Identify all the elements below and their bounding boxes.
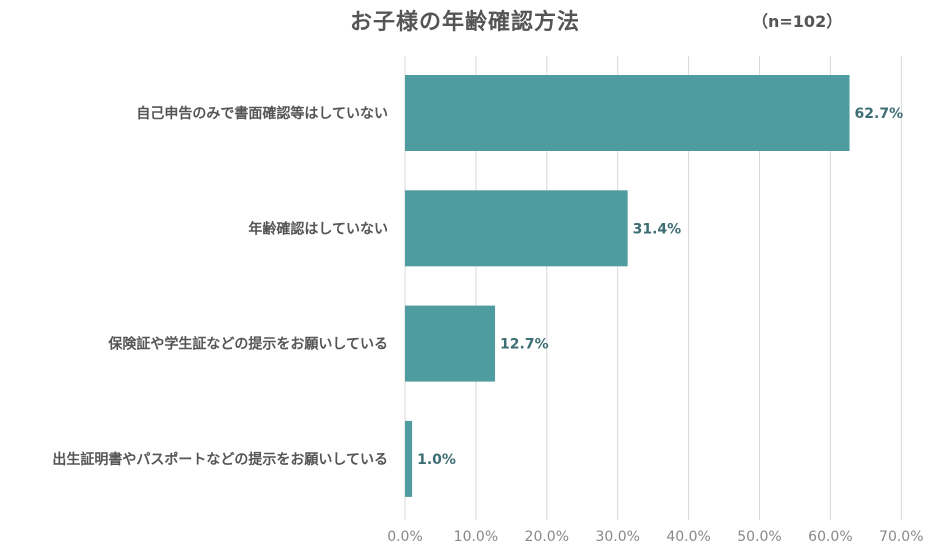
x-tick-label: 70.0% [879, 529, 923, 544]
sample-size-note: （n=102） [752, 12, 843, 31]
x-tick-label: 0.0% [387, 529, 423, 544]
category-label: 出生証明書やパスポートなどの提示をお願いしている [52, 451, 388, 468]
category-label: 自己申告のみで書面確認等はしていない [136, 105, 388, 122]
data-label: 1.0% [417, 452, 456, 468]
data-label: 12.7% [500, 337, 549, 353]
x-tick-label: 30.0% [595, 529, 639, 544]
x-tick-label: 50.0% [737, 529, 781, 544]
data-label: 62.7% [855, 106, 904, 122]
bar [405, 305, 496, 382]
category-label: 年齢確認はしていない [248, 220, 388, 237]
category-label: 保険証や学生証などの提示をお願いしている [107, 336, 388, 353]
x-tick-label: 60.0% [808, 529, 852, 544]
bar [405, 190, 628, 267]
chart-title: お子様の年齢確認方法 [349, 10, 580, 35]
x-tick-label: 10.0% [454, 529, 498, 544]
x-tick-label: 20.0% [525, 529, 569, 544]
x-tick-label: 40.0% [666, 529, 710, 544]
data-label: 31.4% [633, 221, 682, 237]
bar [405, 75, 850, 151]
bar [405, 420, 413, 497]
